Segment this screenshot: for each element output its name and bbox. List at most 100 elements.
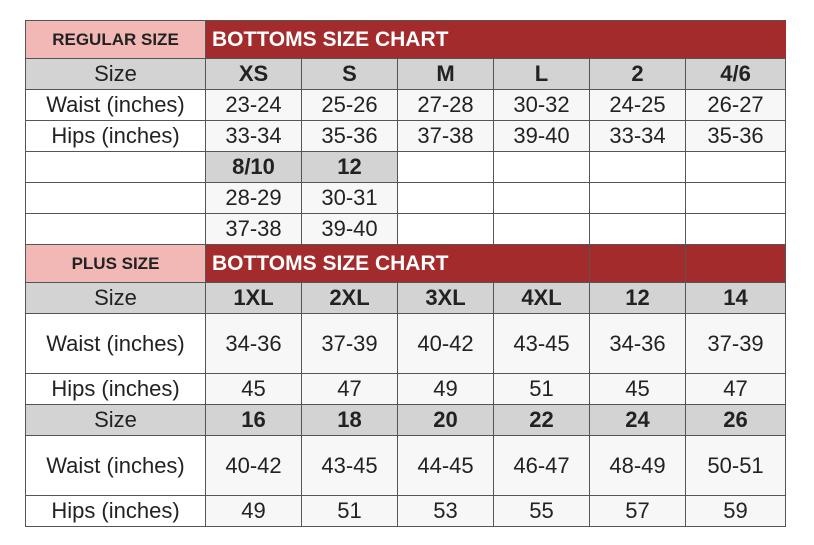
plus-hips-label: Hips (inches) — [25, 495, 206, 527]
plus-title-row: PLUS SIZE BOTTOMS SIZE CHART — [25, 244, 787, 283]
hips-cell: 45 — [589, 373, 686, 405]
empty-cell — [25, 151, 206, 183]
hips-cell: 55 — [493, 495, 590, 527]
waist-cell: 50-51 — [684, 435, 787, 496]
regular-waist-label: Waist (inches) — [25, 89, 206, 121]
hips-cell: 53 — [397, 495, 494, 527]
waist-cell: 34-36 — [589, 313, 686, 374]
size-cell: M — [397, 58, 494, 90]
hips-cell: 51 — [301, 495, 398, 527]
plus-hips-label: Hips (inches) — [25, 373, 206, 405]
size-cell: XS — [205, 58, 302, 90]
regular-hips-row: Hips (inches) 33-34 35-36 37-38 39-40 33… — [25, 120, 787, 152]
plus-chart-title: BOTTOMS SIZE CHART — [205, 244, 494, 283]
waist-cell: 34-36 — [205, 313, 302, 374]
empty-cell — [493, 151, 590, 183]
hips-cell: 35-36 — [684, 120, 787, 152]
empty-cell — [589, 182, 686, 214]
plus-size-row-2: Size 16 18 20 22 24 26 — [25, 404, 787, 436]
size-cell: 2XL — [301, 282, 398, 314]
waist-cell: 37-39 — [684, 313, 787, 374]
empty-cell — [684, 151, 787, 183]
size-cell: 4/6 — [684, 58, 787, 90]
plus-hips-row-2: Hips (inches) 49 51 53 55 57 59 — [25, 495, 787, 527]
plus-size-badge: PLUS SIZE — [25, 244, 206, 283]
size-cell: 12 — [301, 151, 398, 183]
plus-waist-label: Waist (inches) — [25, 313, 206, 374]
waist-cell: 43-45 — [301, 435, 398, 496]
size-cell: 4XL — [493, 282, 590, 314]
waist-cell: 27-28 — [397, 89, 494, 121]
hips-cell: 39-40 — [493, 120, 590, 152]
size-cell: S — [301, 58, 398, 90]
empty-cell — [397, 182, 494, 214]
waist-cell: 25-26 — [301, 89, 398, 121]
waist-cell: 44-45 — [397, 435, 494, 496]
regular-extra-waist-row: 28-29 30-31 — [25, 182, 787, 214]
empty-cell — [493, 182, 590, 214]
size-cell: 18 — [301, 404, 398, 436]
hips-cell: 33-34 — [205, 120, 302, 152]
title-fill-cell — [684, 244, 787, 283]
size-cell: L — [493, 58, 590, 90]
regular-size-label: Size — [25, 58, 206, 90]
bottoms-size-chart: REGULAR SIZE BOTTOMS SIZE CHART Size XS … — [25, 20, 787, 527]
waist-cell: 30-32 — [493, 89, 590, 121]
size-cell: 1XL — [205, 282, 302, 314]
empty-cell — [397, 151, 494, 183]
size-cell: 8/10 — [205, 151, 302, 183]
waist-cell: 48-49 — [589, 435, 686, 496]
empty-cell — [684, 213, 787, 245]
empty-cell — [493, 213, 590, 245]
regular-title-row: REGULAR SIZE BOTTOMS SIZE CHART — [25, 20, 787, 59]
size-cell: 12 — [589, 282, 686, 314]
size-table: REGULAR SIZE BOTTOMS SIZE CHART Size XS … — [25, 20, 787, 527]
hips-cell: 37-38 — [205, 213, 302, 245]
hips-cell: 51 — [493, 373, 590, 405]
plus-hips-row: Hips (inches) 45 47 49 51 45 47 — [25, 373, 787, 405]
plus-waist-row-2: Waist (inches) 40-42 43-45 44-45 46-47 4… — [25, 435, 787, 496]
size-cell: 16 — [205, 404, 302, 436]
size-cell: 14 — [684, 282, 787, 314]
regular-chart-title: BOTTOMS SIZE CHART — [204, 20, 787, 59]
hips-cell: 49 — [205, 495, 302, 527]
empty-cell — [684, 182, 787, 214]
hips-cell: 39-40 — [301, 213, 398, 245]
empty-cell — [25, 182, 206, 214]
plus-size-row: Size 1XL 2XL 3XL 4XL 12 14 — [25, 282, 787, 314]
hips-cell: 49 — [397, 373, 494, 405]
title-fill-cell — [589, 244, 686, 283]
waist-cell: 24-25 — [589, 89, 686, 121]
waist-cell: 23-24 — [205, 89, 302, 121]
hips-cell: 37-38 — [397, 120, 494, 152]
waist-cell: 40-42 — [397, 313, 494, 374]
waist-cell: 28-29 — [205, 182, 302, 214]
regular-waist-row: Waist (inches) 23-24 25-26 27-28 30-32 2… — [25, 89, 787, 121]
hips-cell: 35-36 — [301, 120, 398, 152]
empty-cell — [25, 213, 206, 245]
hips-cell: 47 — [684, 373, 787, 405]
regular-size-badge: REGULAR SIZE — [25, 20, 206, 59]
waist-cell: 40-42 — [205, 435, 302, 496]
plus-size-label: Size — [25, 282, 206, 314]
empty-cell — [589, 213, 686, 245]
regular-hips-label: Hips (inches) — [25, 120, 206, 152]
size-cell: 26 — [684, 404, 787, 436]
plus-waist-row: Waist (inches) 34-36 37-39 40-42 43-45 3… — [25, 313, 787, 374]
hips-cell: 45 — [205, 373, 302, 405]
waist-cell: 30-31 — [301, 182, 398, 214]
size-cell: 24 — [589, 404, 686, 436]
hips-cell: 47 — [301, 373, 398, 405]
size-cell: 20 — [397, 404, 494, 436]
hips-cell: 33-34 — [589, 120, 686, 152]
hips-cell: 59 — [684, 495, 787, 527]
waist-cell: 43-45 — [493, 313, 590, 374]
size-cell: 22 — [493, 404, 590, 436]
plus-size-label: Size — [25, 404, 206, 436]
regular-extra-hips-row: 37-38 39-40 — [25, 213, 787, 245]
title-fill-cell — [493, 244, 590, 283]
waist-cell: 46-47 — [493, 435, 590, 496]
hips-cell: 57 — [589, 495, 686, 527]
empty-cell — [589, 151, 686, 183]
size-cell: 3XL — [397, 282, 494, 314]
